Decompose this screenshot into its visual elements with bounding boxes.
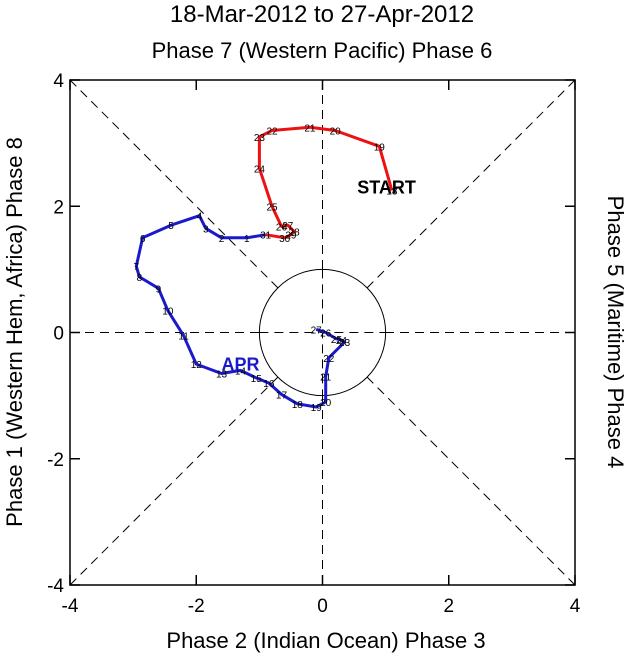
left-axis-label: Phase 1 (Western Hem, Africa) Phase 8 [2,137,27,527]
day-label: 27 [282,221,294,232]
day-label: 1 [244,234,250,245]
series-line-april [134,214,347,409]
day-label: 5 [168,221,174,232]
day-label: 18 [386,186,398,197]
day-label: 27 [311,325,323,336]
x-tick-label: 4 [570,596,581,617]
y-tick-label: 0 [53,324,64,345]
day-label: 12 [191,360,203,371]
day-label: 6 [140,234,146,245]
series-line-march [257,125,394,240]
day-label: 24 [336,336,348,347]
plot-area: -4 -2 0 2 4-4-202418192021222324252627282930… [47,71,581,617]
day-label: 21 [304,123,316,134]
y-tick-label: 2 [53,197,64,218]
day-label: 22 [266,127,278,138]
top-axis-label: Phase 7 (Western Pacific) Phase 6 [152,38,493,63]
day-label: 20 [320,398,332,409]
day-label: 18 [292,400,304,411]
day-label: 10 [162,306,174,317]
day-label: 17 [276,390,288,401]
x-tick-label: 2 [443,596,454,617]
day-label: 9 [156,284,162,295]
day-label: 7 [134,262,140,273]
day-label: 30 [279,234,291,245]
day-label: 25 [331,335,343,346]
day-label: 28 [289,228,301,239]
y-tick-label: -4 [47,576,64,597]
day-label: 19 [374,142,386,153]
day-label: 19 [311,403,323,414]
day-label: 13 [216,370,228,381]
day-label: 8 [137,273,143,284]
day-label: 21 [320,373,332,384]
day-label: 15 [251,374,263,385]
day-label: 20 [330,127,342,138]
day-label: 11 [178,332,189,343]
day-label: 29 [285,231,297,242]
day-label: 23 [254,133,266,144]
x-tick-label: 0 [317,596,328,617]
day-label: 26 [320,329,332,340]
annotation-start: START [357,178,416,198]
y-tick-label: 4 [53,71,64,92]
day-label: 26 [276,222,288,233]
y-tick-label: -2 [47,450,64,471]
annotation-apr: APR [222,354,260,374]
day-label: 14 [235,366,247,377]
day-label: 16 [263,379,275,390]
x-tick-label: -4 [62,596,79,617]
day-label: 25 [266,202,278,213]
day-label: 2 [219,234,225,245]
chart-title: 18-Mar-2012 to 27-Apr-2012 [170,1,474,28]
day-label: 3 [203,224,209,235]
day-label: 4 [197,212,203,223]
day-label: 23 [339,338,351,349]
day-label: 31 [260,231,272,242]
bottom-axis-label: Phase 2 (Indian Ocean) Phase 3 [166,628,485,653]
day-label: 22 [323,354,335,365]
day-label: 24 [254,164,266,175]
x-tick-label: -2 [188,596,205,617]
right-axis-label: Phase 5 (Maritime) Phase 4 [603,196,628,469]
